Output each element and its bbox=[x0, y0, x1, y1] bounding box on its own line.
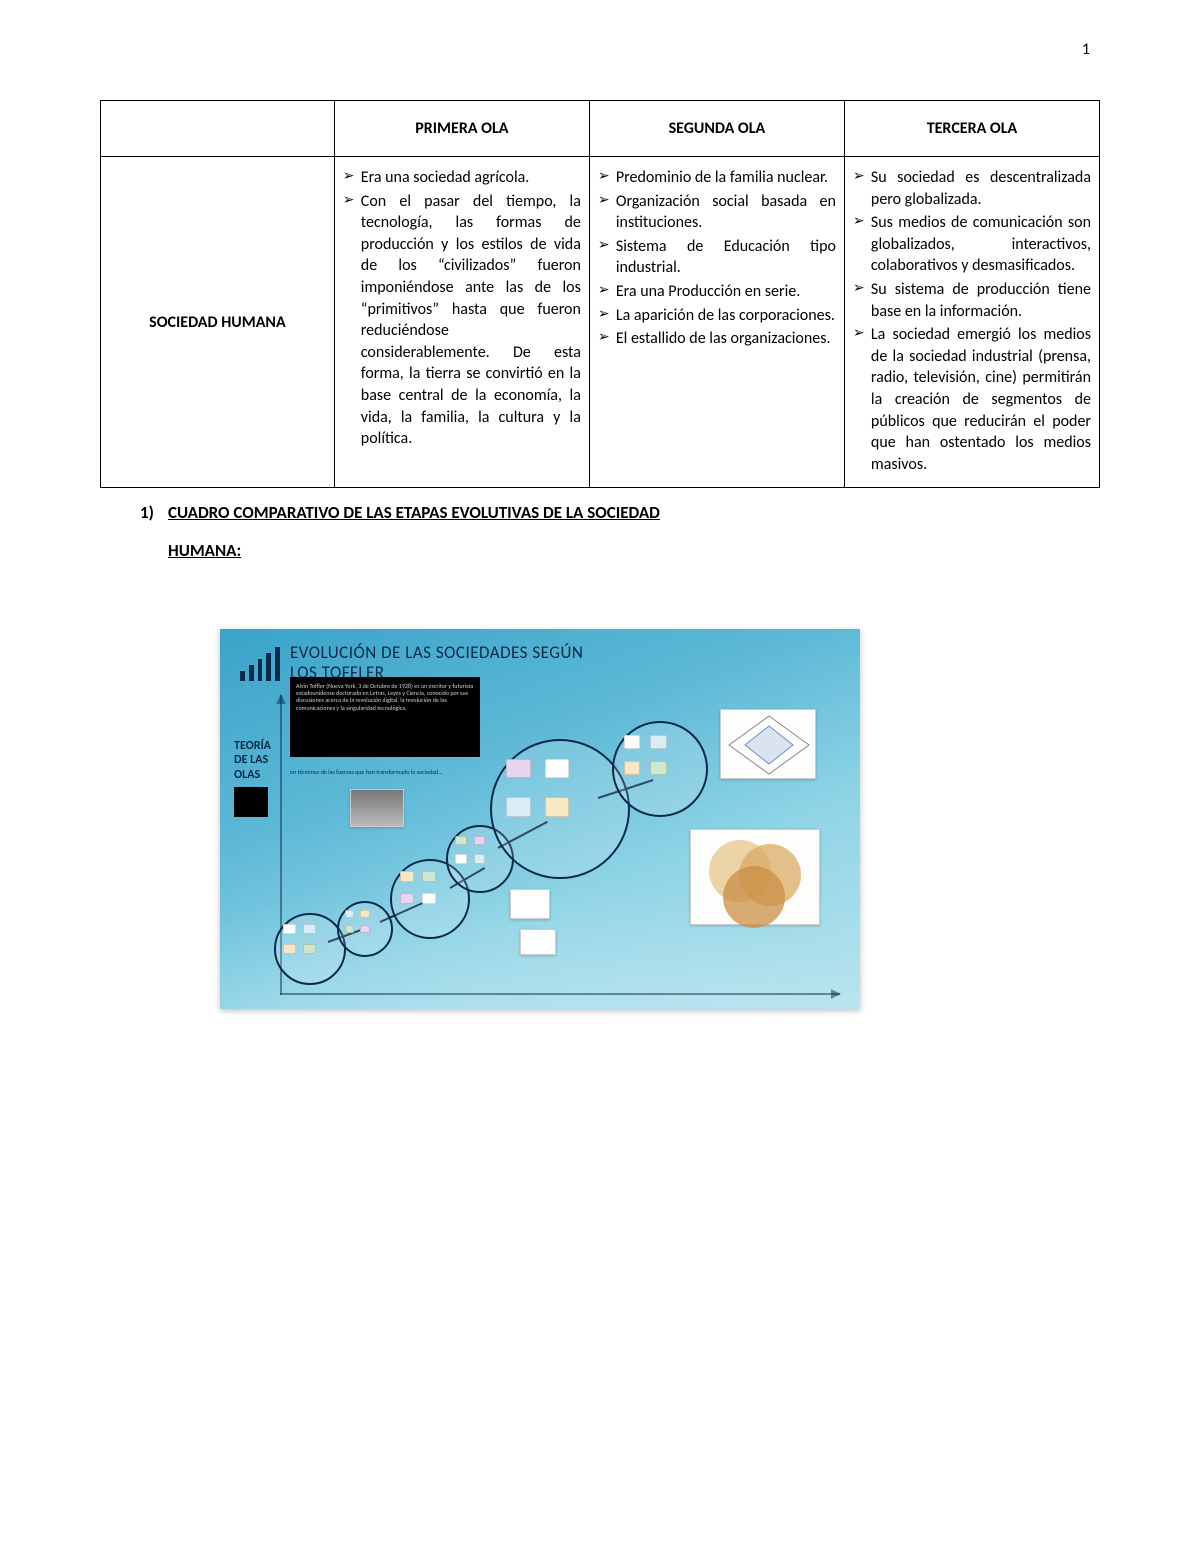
list-item: Sus medios de comunicación son globaliza… bbox=[853, 212, 1091, 277]
page-number: 1 bbox=[1082, 40, 1090, 59]
table-row: SOCIEDAD HUMANA Era una sociedad agrícol… bbox=[101, 157, 1100, 488]
section-number: 1) bbox=[140, 494, 168, 531]
photo-thumb bbox=[350, 789, 404, 827]
list-item: Sistema de Educación tipo industrial. bbox=[598, 236, 836, 279]
tiny-caption: en términos de las fuerzas que han trans… bbox=[290, 769, 480, 776]
list-item: Su sociedad es descentralizada pero glob… bbox=[853, 167, 1091, 210]
section-heading: 1)CUADRO COMPARATIVO DE LAS ETAPAS EVOLU… bbox=[140, 494, 1100, 569]
col-header-segunda: SEGUNDA OLA bbox=[589, 101, 844, 157]
document-page: 1 PRIMERA OLA SEGUNDA OLA TERCERA OLA SO… bbox=[0, 0, 1200, 1089]
comparison-table: PRIMERA OLA SEGUNDA OLA TERCERA OLA SOCI… bbox=[100, 100, 1100, 488]
row-label-sociedad: SOCIEDAD HUMANA bbox=[101, 157, 335, 488]
col-header-tercera: TERCERA OLA bbox=[844, 101, 1099, 157]
section-title-line2: HUMANA: bbox=[168, 540, 241, 561]
figure-title-line1: EVOLUCIÓN DE LAS SOCIEDADES SEGÚN bbox=[290, 642, 583, 663]
bullet-list-segunda: Predominio de la familia nuclear. Organi… bbox=[598, 167, 836, 350]
side-label-teoria: TEORÍA DE LAS OLAS bbox=[234, 739, 271, 782]
list-item: Era una sociedad agrícola. bbox=[343, 167, 581, 189]
small-black-thumb bbox=[234, 787, 268, 817]
cell-tercera-ola: Su sociedad es descentralizada pero glob… bbox=[844, 157, 1099, 488]
table-corner-cell bbox=[101, 101, 335, 157]
list-item: Con el pasar del tiempo, la tecnología, … bbox=[343, 191, 581, 450]
author-blackbox: Alvin Toffler (Nueva York, 3 de Octubre … bbox=[290, 677, 480, 757]
timeline-node bbox=[337, 901, 393, 957]
list-item: La aparición de las corporaciones. bbox=[598, 305, 836, 327]
infographic-figure: EVOLUCIÓN DE LAS SOCIEDADES SEGÚN LOS TO… bbox=[220, 629, 860, 1009]
col-header-primera: PRIMERA OLA bbox=[334, 101, 589, 157]
cell-segunda-ola: Predominio de la familia nuclear. Organi… bbox=[589, 157, 844, 488]
list-item: Su sistema de producción tiene base en l… bbox=[853, 279, 1091, 322]
timeline-node bbox=[490, 739, 630, 879]
timeline-node bbox=[274, 913, 346, 985]
bars-icon bbox=[240, 647, 280, 681]
list-item: La sociedad emergió los medios de la soc… bbox=[853, 324, 1091, 475]
list-item: Era una Producción en serie. bbox=[598, 281, 836, 303]
bullet-list-tercera: Su sociedad es descentralizada pero glob… bbox=[853, 167, 1091, 475]
axis-x bbox=[280, 993, 840, 995]
diamond-chart-thumb bbox=[720, 709, 816, 779]
venn-thumb bbox=[690, 829, 820, 925]
bullet-list-primera: Era una sociedad agrícola. Con el pasar … bbox=[343, 167, 581, 450]
section-title-line1: CUADRO COMPARATIVO DE LAS ETAPAS EVOLUTI… bbox=[168, 502, 660, 523]
mini-thumb bbox=[520, 929, 556, 955]
cell-primera-ola: Era una sociedad agrícola. Con el pasar … bbox=[334, 157, 589, 488]
timeline-node bbox=[612, 721, 708, 817]
list-item: Predominio de la familia nuclear. bbox=[598, 167, 836, 189]
table-header-row: PRIMERA OLA SEGUNDA OLA TERCERA OLA bbox=[101, 101, 1100, 157]
list-item: El estallido de las organizaciones. bbox=[598, 328, 836, 350]
mini-thumb bbox=[510, 889, 550, 919]
list-item: Organización social basada en institucio… bbox=[598, 191, 836, 234]
